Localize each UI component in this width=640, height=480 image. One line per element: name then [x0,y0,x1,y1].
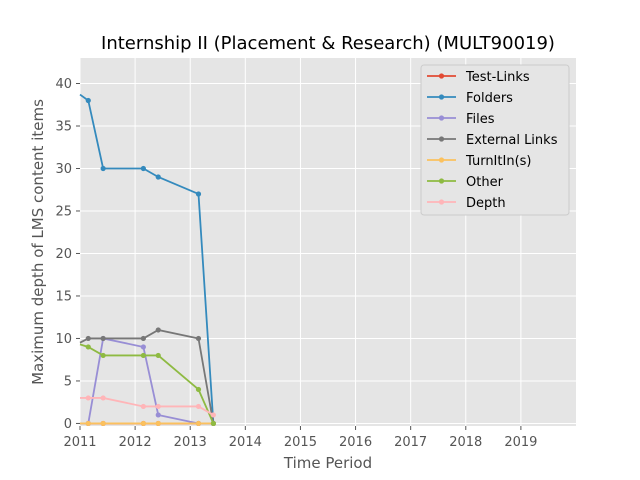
data-point [140,420,146,427]
legend-label: Depth [466,196,506,211]
x-tick-label: 2012 [119,435,152,450]
x-tick-label: 2015 [284,435,317,450]
chart-title: Internship II (Placement & Research) (MU… [101,33,555,54]
x-tick-label: 2011 [63,435,96,450]
legend-label: Test-Links [465,70,530,85]
data-point [85,97,91,104]
data-point [155,412,161,418]
x-tick-label: 2016 [339,435,372,450]
legend-marker [438,178,445,184]
y-tick-label: 10 [55,332,72,347]
series-other [79,343,216,427]
y-axis-label: Maximum depth of LMS content items [29,99,47,385]
data-point [210,412,216,418]
legend-marker [438,94,445,100]
data-point [210,420,216,427]
x-tick-label: 2017 [394,435,427,450]
data-point [195,403,202,410]
legend-label: Files [466,112,495,127]
y-tick-label: 15 [55,289,72,304]
data-point [195,386,202,393]
data-point [100,420,106,427]
y-axis: 0 5 10 15 20 25 30 35 40 [55,77,80,432]
y-tick-label: 35 [55,119,72,134]
data-point [155,174,161,180]
data-point [100,165,106,172]
series-folders [79,93,216,427]
data-point [140,335,146,342]
data-point [155,403,161,410]
data-point [100,335,106,342]
data-point [85,420,91,427]
y-tick-label: 25 [55,204,72,219]
data-point [85,344,91,350]
x-tick-label: 2019 [504,435,537,450]
series-depth [80,395,216,418]
series-lines [79,93,216,427]
x-tick-label: 2013 [174,435,207,450]
legend-label: Folders [466,91,513,106]
data-point [195,420,202,427]
data-point [140,344,146,350]
data-point [195,335,202,342]
data-point [100,352,106,359]
data-point [85,395,91,401]
x-tick-label: 2018 [449,435,482,450]
data-point [140,352,146,359]
legend-label: External Links [466,133,558,148]
data-point [100,395,106,401]
legend: Test-Links Folders Files External Links Turn… [420,64,570,216]
legend-marker [438,73,445,79]
legend-label: TurnItIn(s) [465,154,531,169]
x-axis: 2011 2012 2013 2014 2015 2016 2017 2018 2019 [63,426,537,450]
legend-marker [438,136,445,142]
y-tick-label: 30 [55,162,72,177]
y-tick-label: 5 [64,374,72,389]
y-tick-label: 20 [55,247,72,262]
x-axis-label: Time Period [283,454,372,472]
data-point [155,352,161,359]
legend-box [420,64,570,216]
data-point [155,420,161,427]
x-tick-label: 2014 [229,435,262,450]
legend-marker [438,199,445,205]
data-point [195,191,202,197]
data-point [140,165,146,172]
legend-label: Other [466,175,504,190]
legend-marker [438,115,445,121]
y-tick-label: 40 [55,77,72,92]
legend-marker [438,157,445,163]
y-tick-label: 0 [64,417,72,432]
data-point [140,403,146,410]
data-point [155,327,161,333]
data-point [85,335,91,342]
